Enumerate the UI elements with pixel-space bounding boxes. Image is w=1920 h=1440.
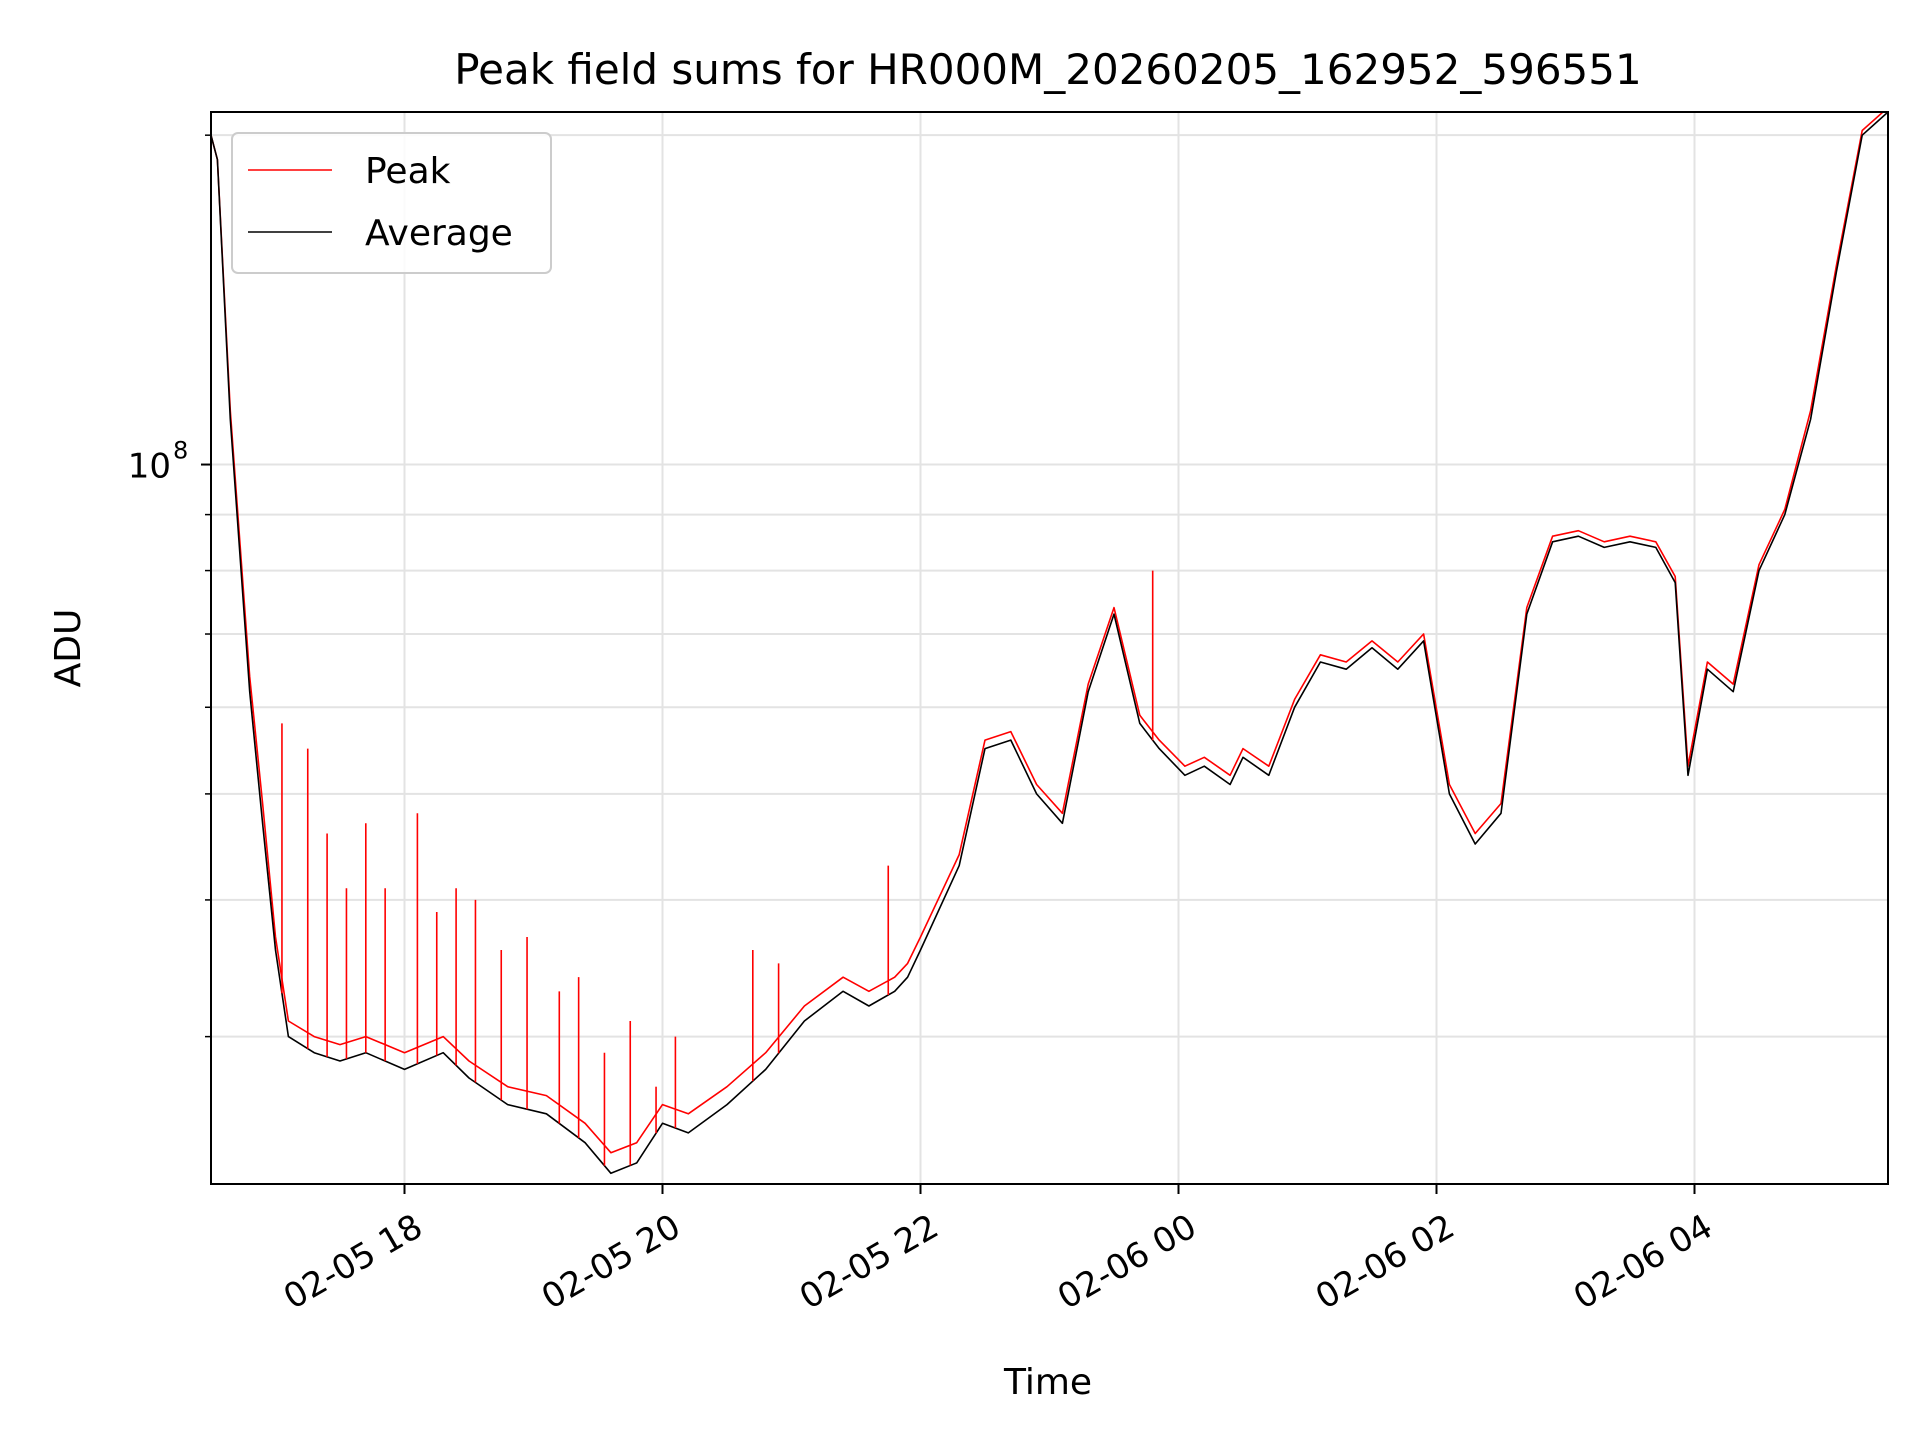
y-tick-exponent: 8 bbox=[173, 437, 188, 465]
y-axis-label: ADU bbox=[48, 609, 89, 688]
legend: Peak Average bbox=[231, 132, 552, 274]
legend-label-peak: Peak bbox=[365, 151, 451, 192]
legend-label-average: Average bbox=[365, 213, 513, 254]
y-tick-label: 10 bbox=[128, 447, 171, 487]
series-layer bbox=[211, 112, 1888, 1175]
legend-box bbox=[231, 132, 552, 274]
grid bbox=[211, 112, 1888, 1184]
x-axis-label: Time bbox=[1003, 1362, 1092, 1403]
series-line-peak bbox=[211, 112, 1885, 1154]
y-axis-ticks: 10 8 bbox=[128, 134, 211, 1038]
plot-frame bbox=[210, 111, 1889, 1185]
series-line-average bbox=[211, 112, 1888, 1175]
chart-title: Peak field sums for HR000M_20260205_1629… bbox=[454, 45, 1641, 94]
